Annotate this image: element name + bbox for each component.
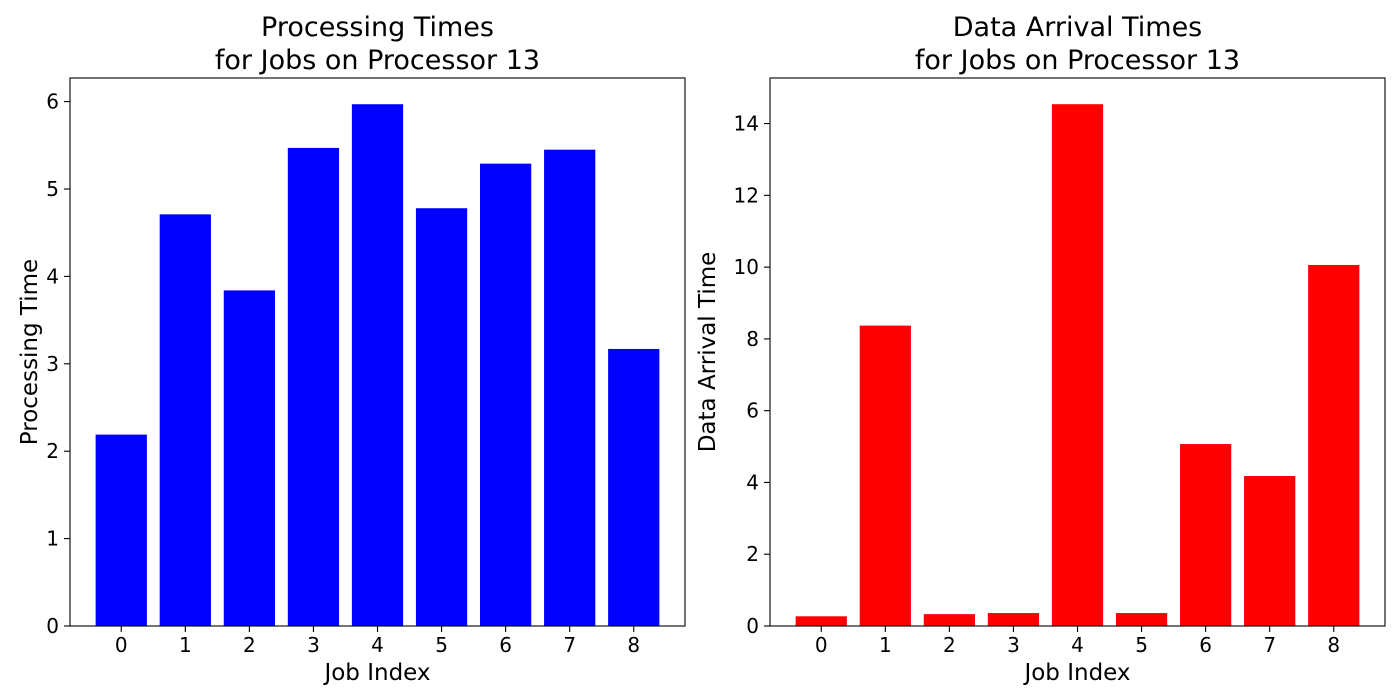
chart2-y-tick-label-12: 12 xyxy=(734,183,759,207)
chart2-x-tick-label-3: 3 xyxy=(1007,633,1020,657)
chart1-bar-2 xyxy=(223,290,275,626)
chart1-x-axis-label: Job Index xyxy=(322,660,430,686)
chart1-y-tick-label-5: 5 xyxy=(46,177,59,201)
chart2-y-tick-label-2: 2 xyxy=(746,542,759,566)
chart1-x-tick-label-7: 7 xyxy=(563,633,576,657)
chart2-bar-7 xyxy=(1244,475,1296,626)
chart1-x-tick-label-2: 2 xyxy=(243,633,256,657)
chart1-y-axis-label: Processing Time xyxy=(17,259,43,445)
chart2-title-line-1: Data Arrival Times xyxy=(953,12,1203,43)
chart1-y-tick-label-4: 4 xyxy=(46,264,59,288)
chart2-y-tick-label-14: 14 xyxy=(734,112,759,136)
chart2-y-tick-label-10: 10 xyxy=(734,255,759,279)
chart1-bar-4 xyxy=(351,104,404,626)
chart1-bar-0 xyxy=(95,434,147,626)
chart2-bar-6 xyxy=(1180,444,1232,626)
chart1-y-tick-label-1: 1 xyxy=(46,527,59,551)
chart1-x-tick-label-5: 5 xyxy=(435,633,448,657)
chart2-bar-0 xyxy=(795,616,847,626)
chart2-x-tick-label-1: 1 xyxy=(879,633,892,657)
chart1-title-line-1: Processing Times xyxy=(261,12,494,43)
chart1-x-tick-label-0: 0 xyxy=(115,633,128,657)
chart2-bar-5 xyxy=(1115,613,1168,626)
chart2-x-tick-label-2: 2 xyxy=(943,633,956,657)
chart1-title-line-2: for Jobs on Processor 13 xyxy=(215,45,540,76)
chart2-bar-2 xyxy=(923,614,975,626)
chart1-x-tick-label-1: 1 xyxy=(179,633,192,657)
chart1-x-tick-label-3: 3 xyxy=(307,633,320,657)
chart1-bar-8 xyxy=(608,348,660,626)
chart2-y-tick-label-8: 8 xyxy=(746,327,759,351)
chart2-y-tick-label-6: 6 xyxy=(746,399,759,423)
chart2-bar-3 xyxy=(987,613,1040,626)
chart1-y-tick-label-0: 0 xyxy=(46,614,59,638)
chart2-x-tick-label-4: 4 xyxy=(1071,633,1084,657)
chart1-bar-3 xyxy=(287,147,340,626)
chart1-x-tick-label-4: 4 xyxy=(371,633,384,657)
chart2-y-tick-label-4: 4 xyxy=(746,470,759,494)
chart2-title-line-2: for Jobs on Processor 13 xyxy=(915,45,1240,76)
chart1-x-tick-label-6: 6 xyxy=(499,633,512,657)
chart2-y-axis-label: Data Arrival Time xyxy=(695,252,721,453)
chart1-y-tick-label-2: 2 xyxy=(46,439,59,463)
chart1-x-tick-label-8: 8 xyxy=(627,633,640,657)
chart1-bar-5 xyxy=(415,208,468,626)
chart1-bar-1 xyxy=(159,214,211,627)
chart2-y-tick-label-0: 0 xyxy=(746,614,759,638)
chart1-y-tick-label-3: 3 xyxy=(46,352,59,376)
chart2-x-tick-label-7: 7 xyxy=(1263,633,1276,657)
chart1-bar-7 xyxy=(544,149,596,626)
chart2-x-tick-label-8: 8 xyxy=(1327,633,1340,657)
chart2-x-tick-label-0: 0 xyxy=(815,633,828,657)
chart1-bar-6 xyxy=(480,163,532,626)
chart2-x-axis-label: Job Index xyxy=(1022,660,1130,686)
chart2-bar-4 xyxy=(1051,104,1104,627)
chart2-bar-8 xyxy=(1308,264,1360,626)
chart2-x-tick-label-6: 6 xyxy=(1199,633,1212,657)
chart2-bar-1 xyxy=(859,325,911,626)
chart1-y-tick-label-6: 6 xyxy=(46,90,59,114)
chart2-x-tick-label-5: 5 xyxy=(1135,633,1148,657)
chart1-panel: 0 1 2 3 4 5 6 7 8 0 1 2 3 4 5 6 Job Index Processing Time… xyxy=(17,12,686,686)
